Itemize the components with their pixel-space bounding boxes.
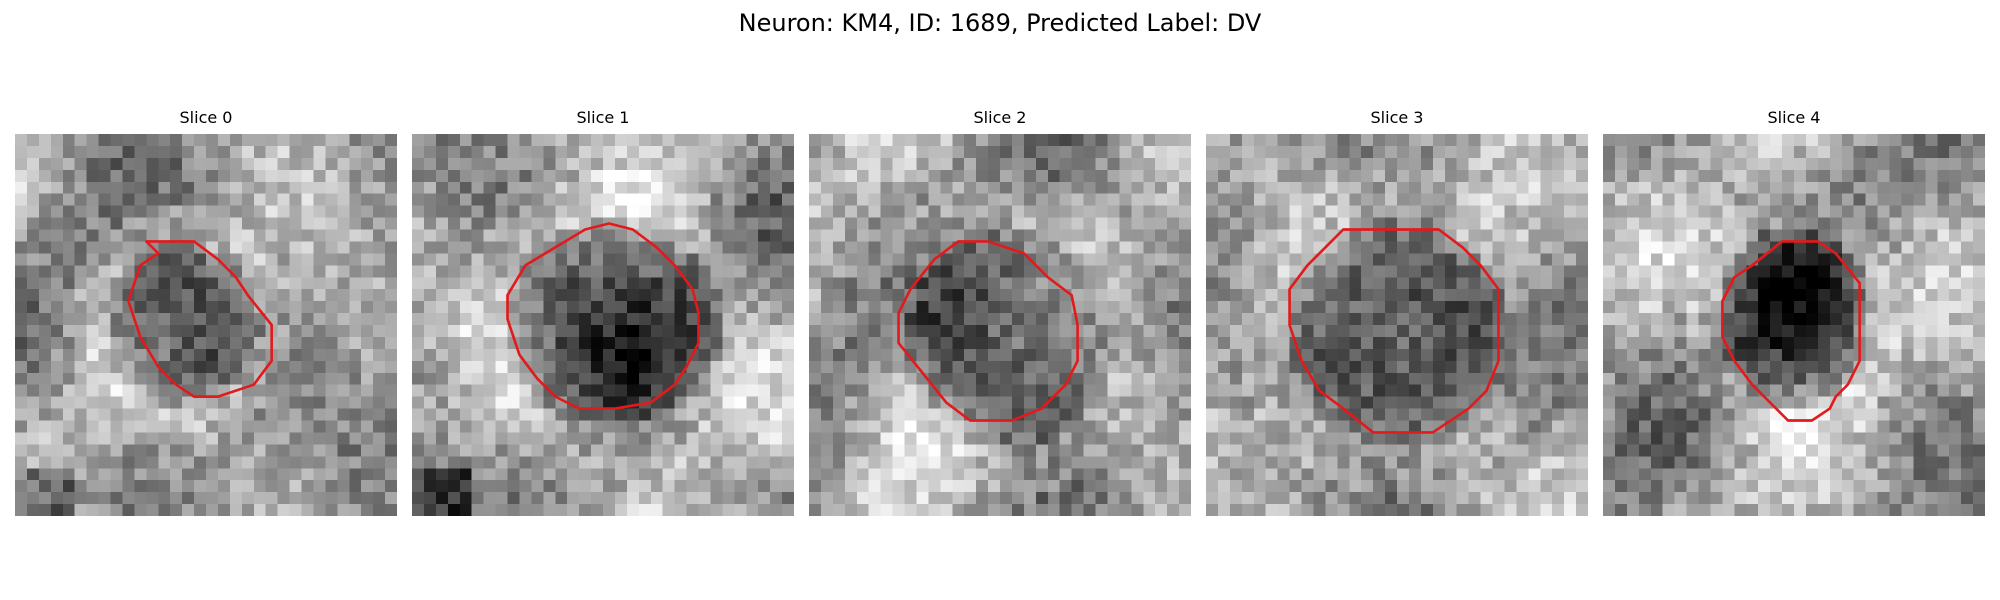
slice-panel-3: Slice 3 [1206, 108, 1588, 516]
roi-contour [127, 240, 273, 398]
slice-image [15, 134, 397, 516]
neuron-contour-overlay [127, 240, 273, 398]
roi-contour [1288, 228, 1500, 434]
slice-image [809, 134, 1191, 516]
grayscale-slice-image [412, 134, 794, 516]
slice-title: Slice 1 [576, 108, 630, 127]
slice-panel-4: Slice 4 [1603, 108, 1985, 516]
slice-panel-0: Slice 0 [15, 108, 397, 516]
roi-contour [897, 240, 1079, 422]
slice-title: Slice 2 [973, 108, 1027, 127]
roi-contour [1721, 240, 1861, 422]
grayscale-slice-image [1206, 134, 1588, 516]
neuron-contour-overlay [897, 240, 1079, 422]
figure-title: Neuron: KM4, ID: 1689, Predicted Label: … [738, 9, 1262, 37]
grayscale-slice-image [15, 134, 397, 516]
neuron-contour-overlay [506, 222, 700, 410]
grayscale-slice-image [809, 134, 1191, 516]
slice-panel-1: Slice 1 [412, 108, 794, 516]
neuron-contour-overlay [1721, 240, 1861, 422]
slice-image [1206, 134, 1588, 516]
grayscale-slice-image [1603, 134, 1985, 516]
slice-panel-2: Slice 2 [809, 108, 1191, 516]
slice-title: Slice 3 [1370, 108, 1424, 127]
slice-title: Slice 4 [1767, 108, 1821, 127]
slice-image [412, 134, 794, 516]
neuron-contour-overlay [1288, 228, 1500, 434]
roi-contour [506, 222, 700, 410]
slice-title: Slice 0 [179, 108, 233, 127]
slice-image [1603, 134, 1985, 516]
